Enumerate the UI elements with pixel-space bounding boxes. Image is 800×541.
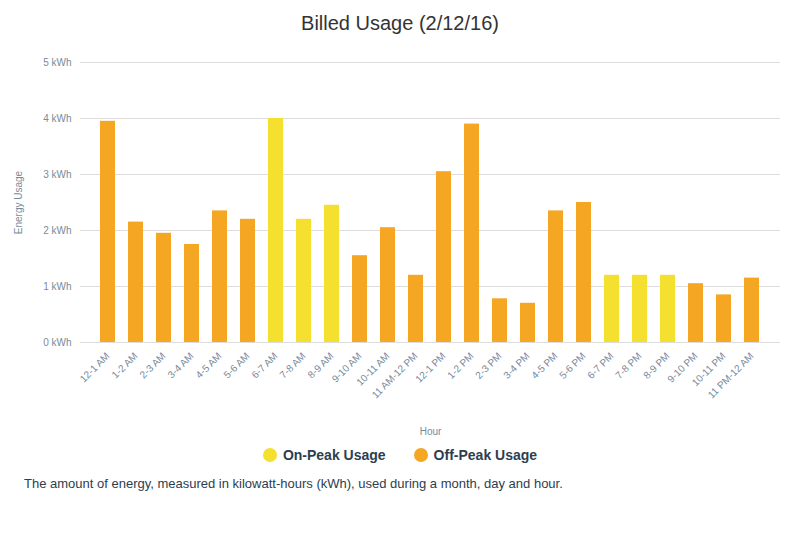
svg-text:10-11 AM: 10-11 AM <box>354 350 392 388</box>
svg-text:12-1 PM: 12-1 PM <box>413 350 448 385</box>
svg-text:12-1 AM: 12-1 AM <box>78 350 112 384</box>
svg-text:2-3 PM: 2-3 PM <box>473 350 504 381</box>
svg-text:9-10 AM: 9-10 AM <box>329 350 364 385</box>
svg-text:2-3 AM: 2-3 AM <box>137 350 167 380</box>
html-text:The amount of energy, measured: The amount of energy, measured in kilowa… <box>24 476 563 491</box>
svg-text:4 kWh: 4 kWh <box>43 113 71 124</box>
html-text:On-Peak Usage: On-Peak Usage <box>282 447 386 463</box>
svg-text:8-9 PM: 8-9 PM <box>641 350 672 381</box>
svg-text:3 kWh: 3 kWh <box>43 169 71 180</box>
svg-text:6-7 AM: 6-7 AM <box>249 350 279 380</box>
svg-text:5 kWh: 5 kWh <box>43 57 71 68</box>
svg-text:7-8 PM: 7-8 PM <box>613 350 644 381</box>
svg-text:0 kWh: 0 kWh <box>43 337 71 348</box>
svg-text:1-2 AM: 1-2 AM <box>109 350 139 380</box>
svg-text:5-6 AM: 5-6 AM <box>221 350 251 380</box>
svg-text:Hour: Hour <box>420 426 442 437</box>
svg-text:11 AM-12 PM: 11 AM-12 PM <box>370 350 420 400</box>
svg-text:8-9 AM: 8-9 AM <box>305 350 336 381</box>
svg-text:10-11 PM: 10-11 PM <box>689 350 728 389</box>
svg-text:1 kWh: 1 kWh <box>43 281 71 292</box>
svg-text:3-4 PM: 3-4 PM <box>501 350 532 381</box>
svg-text:3-4 AM: 3-4 AM <box>165 350 195 380</box>
html-text:Billed Usage (2/12/16): Billed Usage (2/12/16) <box>301 12 499 34</box>
svg-text:11 PM-12 AM: 11 PM-12 AM <box>706 350 756 400</box>
svg-text:7-8 AM: 7-8 AM <box>277 350 307 380</box>
svg-text:5-6 PM: 5-6 PM <box>557 350 588 381</box>
svg-text:4-5 AM: 4-5 AM <box>193 350 223 380</box>
svg-text:1-2 PM: 1-2 PM <box>445 350 476 381</box>
html-text:Off-Peak Usage: Off-Peak Usage <box>433 447 538 463</box>
svg-text:4-5 PM: 4-5 PM <box>529 350 560 381</box>
svg-text:2 kWh: 2 kWh <box>43 225 71 236</box>
svg-text:Energy Usage: Energy Usage <box>13 170 24 234</box>
svg-text:9-10 PM: 9-10 PM <box>665 350 700 385</box>
svg-text:6-7 PM: 6-7 PM <box>585 350 616 381</box>
